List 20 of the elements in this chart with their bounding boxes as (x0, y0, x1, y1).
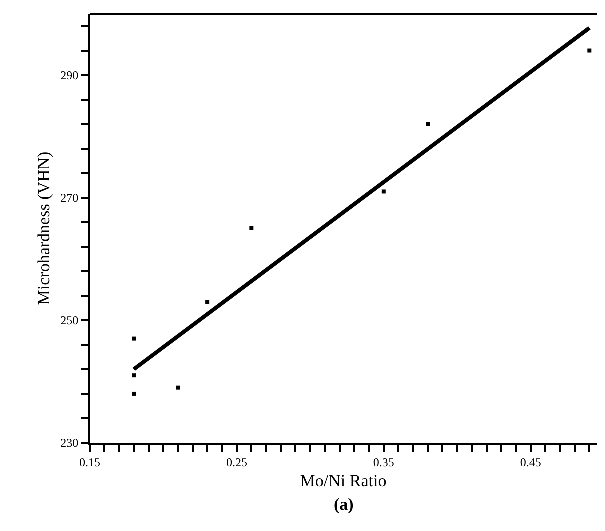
point (426, 122, 430, 126)
y-tick-label: 290 (60, 68, 79, 82)
y-tick-label: 250 (60, 314, 79, 328)
x-tick-label: 0.35 (373, 455, 394, 470)
point (382, 190, 386, 194)
x-axis-title: Mo/Ni Ratio (300, 471, 387, 490)
point (132, 336, 136, 341)
point (206, 300, 210, 304)
x-tick-label: 0.45 (520, 455, 542, 470)
x-tick-label: 0.15 (80, 455, 100, 470)
point (250, 226, 254, 230)
x-tick-label: 0.25 (226, 455, 248, 470)
point (132, 374, 136, 378)
point (588, 48, 592, 53)
text: (a) (334, 495, 354, 514)
y-tick-label: 230 (60, 436, 79, 450)
point (132, 392, 136, 396)
y-axis-title: Microhardness (VHN) (34, 152, 54, 306)
y-tick-label: 270 (60, 191, 79, 206)
point (176, 386, 180, 390)
